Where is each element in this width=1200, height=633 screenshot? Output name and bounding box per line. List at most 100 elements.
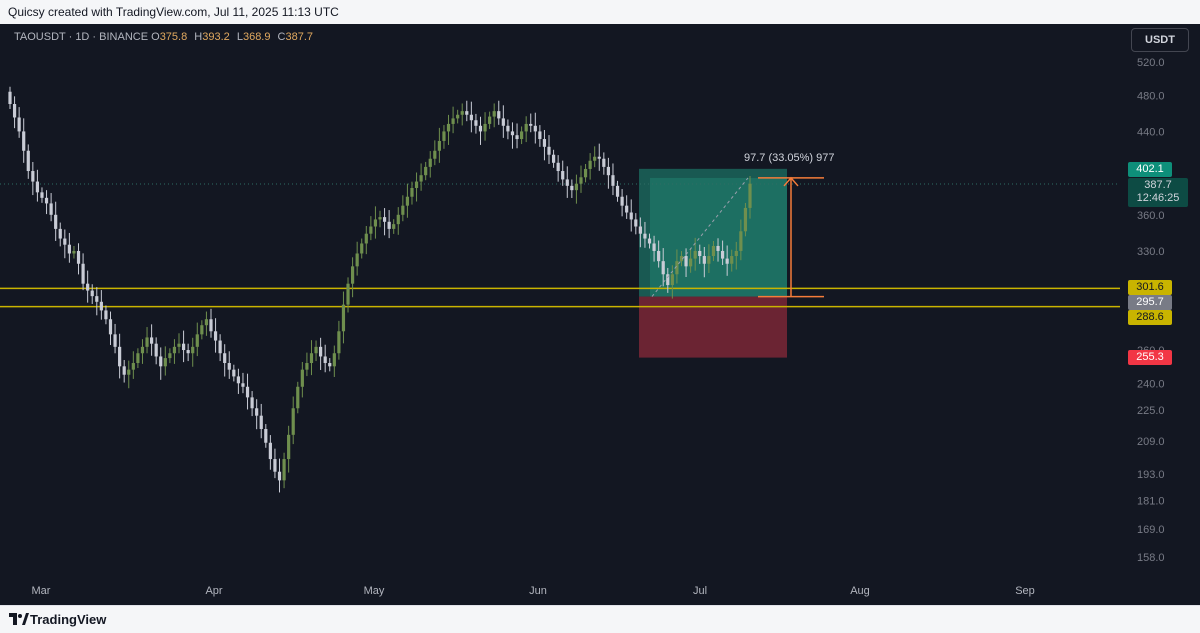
candle-body	[250, 397, 254, 409]
candle-body	[529, 123, 533, 126]
candle-body	[451, 118, 455, 124]
candle-body	[26, 150, 30, 172]
candle-body	[209, 319, 213, 332]
candle-body	[515, 135, 519, 140]
legend-close: 387.7	[285, 31, 314, 43]
candle-body	[711, 245, 716, 257]
candle-body	[12, 104, 17, 118]
y-tick-label: 330.0	[1137, 246, 1165, 258]
candle-body	[675, 261, 679, 275]
candle-body	[625, 205, 629, 213]
price-tag-target: 402.1	[1128, 162, 1172, 177]
candle-body	[309, 353, 314, 364]
candle-body	[510, 131, 515, 136]
candle-body	[277, 471, 282, 481]
candle-body	[108, 319, 113, 335]
candle-body	[520, 131, 524, 140]
candle-body	[332, 353, 336, 367]
y-tick-label: 158.0	[1137, 552, 1165, 564]
candle-body	[346, 283, 350, 305]
y-tick-label: 360.0	[1137, 210, 1165, 222]
x-tick-label: Jun	[529, 585, 547, 597]
candle-body	[588, 160, 592, 169]
candle-body	[666, 274, 670, 286]
candle-body	[382, 217, 387, 222]
candle-body	[122, 366, 126, 375]
candle-body	[460, 111, 464, 115]
candle-body	[670, 274, 674, 286]
candle-body	[213, 331, 218, 341]
candle-body	[282, 459, 286, 481]
candle-body	[337, 331, 341, 354]
candle-body	[606, 166, 610, 176]
candle-body	[113, 334, 117, 347]
candle-body	[378, 217, 382, 220]
candle-body	[72, 250, 76, 254]
candle-body	[191, 346, 195, 354]
candle-body	[478, 125, 483, 132]
candle-body	[657, 250, 661, 262]
candle-body	[492, 111, 496, 117]
y-tick-label: 225.0	[1137, 405, 1165, 417]
candle-body	[81, 263, 85, 284]
candle-body	[296, 386, 300, 409]
chart-svg[interactable]: 520.0480.0440.0360.0330.0260.0240.0225.0…	[0, 24, 1200, 605]
candle-body	[698, 250, 702, 257]
candle-body	[177, 343, 181, 347]
candle-body	[684, 256, 688, 267]
candle-body	[689, 258, 693, 267]
x-tick-label: May	[364, 585, 385, 597]
candle-body	[615, 185, 620, 197]
candle-body	[255, 408, 259, 416]
candle-body	[602, 158, 606, 167]
candle-body	[291, 408, 295, 435]
candle-body	[547, 146, 551, 155]
candle-body	[661, 261, 665, 275]
candle-body	[168, 353, 172, 359]
candle-body	[305, 363, 309, 370]
legend-low: 368.9	[242, 31, 271, 43]
y-tick-label: 209.0	[1137, 436, 1165, 448]
y-tick-label: 520.0	[1137, 57, 1165, 69]
candle-body	[533, 125, 537, 132]
y-tick-label: 193.0	[1137, 469, 1165, 481]
candle-body	[22, 131, 26, 151]
y-tick-label: 440.0	[1137, 126, 1165, 138]
price-tag-stop: 255.3	[1128, 350, 1172, 365]
legend-open-label: O	[151, 31, 160, 43]
candle-body	[410, 187, 414, 197]
chart-area[interactable]: 520.0480.0440.0360.0330.0260.0240.0225.0…	[0, 24, 1200, 605]
candle-body	[442, 131, 446, 141]
candle-body	[360, 243, 364, 254]
candle-body	[730, 256, 734, 264]
x-tick-label: Sep	[1015, 585, 1035, 597]
footer-bar: TradingView	[0, 605, 1200, 633]
candle-body	[638, 226, 642, 234]
y-tick-label: 181.0	[1137, 496, 1165, 508]
candle-body	[40, 192, 44, 198]
candle-body	[131, 363, 135, 370]
x-tick-label: Apr	[205, 585, 222, 597]
candle-body	[428, 158, 432, 167]
candle-body	[565, 179, 569, 186]
candle-body	[437, 140, 441, 151]
candle-body	[474, 120, 478, 126]
candle-body	[433, 150, 437, 159]
legend-symbol: TAOUSDT · 1D · BINANCE	[14, 31, 149, 43]
measure-arrowhead	[783, 176, 799, 187]
price-tag-lower-level: 288.6	[1128, 310, 1172, 325]
candle-body	[35, 181, 40, 193]
candle-body	[17, 117, 21, 132]
candle-body	[424, 166, 428, 176]
candle-body	[86, 283, 90, 291]
candle-body	[145, 337, 149, 347]
candle-body	[488, 116, 492, 124]
currency-button[interactable]: USDT	[1131, 28, 1189, 52]
symbol-legend: TAOUSDT · 1D · BINANCE O375.8 H393.2 L36…	[14, 31, 317, 43]
inner-zone	[650, 177, 787, 297]
candle-body	[95, 296, 99, 302]
candle-body	[245, 386, 250, 398]
candle-body	[232, 369, 236, 377]
candle-body	[647, 238, 652, 244]
candle-body	[241, 383, 245, 387]
